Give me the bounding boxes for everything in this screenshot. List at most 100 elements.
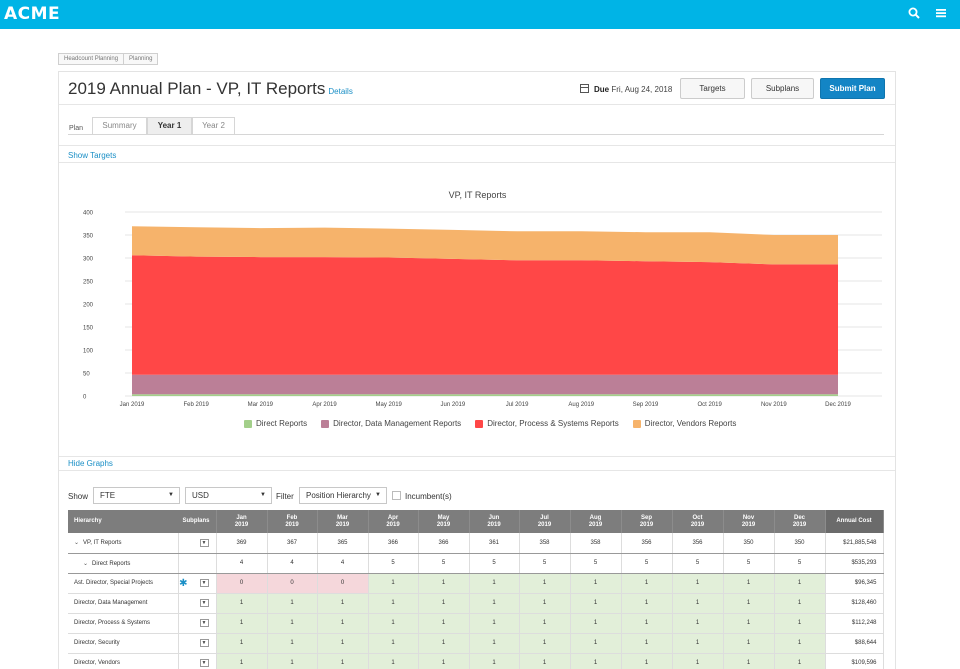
month-cell[interactable]: 1 <box>368 613 419 634</box>
table-row[interactable]: Director, Process & Systems ▼ 1 1 1 1 1 1 1 1 1 1 1 1… <box>68 613 884 634</box>
month-cell[interactable]: 5 <box>672 553 724 574</box>
month-cell[interactable]: 1 <box>469 653 520 669</box>
breadcrumb-item-planning[interactable]: Planning <box>124 53 159 65</box>
month-cell[interactable]: 1 <box>570 613 622 634</box>
month-cell[interactable]: 1 <box>672 633 724 654</box>
row-menu-dropdown[interactable]: ▼ <box>199 599 209 607</box>
month-cell[interactable]: 0 <box>216 573 268 594</box>
month-cell[interactable]: 1 <box>621 653 673 669</box>
month-cell[interactable]: 356 <box>672 533 724 554</box>
targets-button[interactable]: Targets <box>680 78 745 99</box>
month-cell[interactable]: 1 <box>317 613 369 634</box>
subplans-button[interactable]: Subplans <box>751 78 814 99</box>
month-cell[interactable]: 1 <box>216 613 268 634</box>
month-cell[interactable]: 4 <box>216 553 268 574</box>
month-cell[interactable]: 358 <box>519 533 571 554</box>
month-cell[interactable]: 356 <box>621 533 673 554</box>
month-cell[interactable]: 1 <box>519 573 571 594</box>
month-cell[interactable]: 1 <box>418 613 470 634</box>
month-cell[interactable]: 358 <box>570 533 622 554</box>
month-cell[interactable]: 1 <box>774 653 826 669</box>
month-cell[interactable]: 1 <box>418 633 470 654</box>
row-menu-dropdown[interactable]: ▼ <box>199 639 209 647</box>
filter-select[interactable]: Position Hierarchy ▼ <box>299 487 387 504</box>
month-cell[interactable]: 350 <box>774 533 826 554</box>
submit-plan-button[interactable]: Submit Plan <box>820 78 885 99</box>
month-cell[interactable]: 1 <box>774 573 826 594</box>
month-cell[interactable]: 1 <box>317 653 369 669</box>
month-cell[interactable]: 1 <box>621 633 673 654</box>
month-cell[interactable]: 1 <box>267 593 318 614</box>
month-cell[interactable]: 4 <box>267 553 318 574</box>
month-cell[interactable]: 5 <box>418 553 470 574</box>
month-cell[interactable]: 1 <box>774 633 826 654</box>
month-cell[interactable]: 0 <box>317 573 369 594</box>
month-cell[interactable]: 1 <box>723 593 775 614</box>
tab-year-1[interactable]: Year 1 <box>147 117 192 134</box>
month-cell[interactable]: 5 <box>774 553 826 574</box>
month-cell[interactable]: 5 <box>519 553 571 574</box>
hide-graphs-link[interactable]: Hide Graphs <box>68 459 113 468</box>
month-cell[interactable]: 1 <box>317 593 369 614</box>
row-menu-dropdown[interactable]: ▼ <box>199 579 209 587</box>
details-link[interactable]: Details <box>328 87 353 96</box>
tab-summary[interactable]: Summary <box>92 117 147 134</box>
month-cell[interactable]: 1 <box>570 593 622 614</box>
month-cell[interactable]: 369 <box>216 533 268 554</box>
row-menu-dropdown[interactable]: ▼ <box>199 619 209 627</box>
month-cell[interactable]: 365 <box>317 533 369 554</box>
month-cell[interactable]: 1 <box>216 633 268 654</box>
legend-item[interactable]: Direct Reports <box>244 419 307 428</box>
chevron-down-icon[interactable]: ⌄ <box>83 560 89 567</box>
month-cell[interactable]: 5 <box>570 553 622 574</box>
month-cell[interactable]: 1 <box>570 633 622 654</box>
month-cell[interactable]: 1 <box>368 633 419 654</box>
area-series-2[interactable] <box>132 255 838 375</box>
month-cell[interactable]: 5 <box>368 553 419 574</box>
month-cell[interactable]: 1 <box>570 573 622 594</box>
table-row[interactable]: Director, Data Management ▼ 1 1 1 1 1 1 1 1 1 1 1 1 $1… <box>68 593 884 614</box>
month-cell[interactable]: 1 <box>267 653 318 669</box>
month-cell[interactable]: 1 <box>368 573 419 594</box>
show-targets-link[interactable]: Show Targets <box>68 151 117 160</box>
month-cell[interactable]: 366 <box>418 533 470 554</box>
month-cell[interactable]: 1 <box>519 593 571 614</box>
month-cell[interactable]: 367 <box>267 533 318 554</box>
month-cell[interactable]: 1 <box>469 573 520 594</box>
month-cell[interactable]: 1 <box>418 593 470 614</box>
legend-item[interactable]: Director, Data Management Reports <box>321 419 461 428</box>
area-series-3[interactable] <box>132 226 838 265</box>
month-cell[interactable]: 350 <box>723 533 775 554</box>
search-icon[interactable] <box>908 7 920 23</box>
month-cell[interactable]: 361 <box>469 533 520 554</box>
month-cell[interactable]: 5 <box>621 553 673 574</box>
currency-select[interactable]: USD ▼ <box>185 487 272 504</box>
month-cell[interactable]: 1 <box>723 573 775 594</box>
month-cell[interactable]: 1 <box>621 613 673 634</box>
chevron-down-icon[interactable]: ⌄ <box>74 540 80 547</box>
row-menu-dropdown[interactable]: ▼ <box>199 659 209 667</box>
month-cell[interactable]: 1 <box>723 613 775 634</box>
month-cell[interactable]: 1 <box>368 653 419 669</box>
measure-select[interactable]: FTE ▼ <box>93 487 180 504</box>
month-cell[interactable]: 1 <box>621 573 673 594</box>
month-cell[interactable]: 1 <box>519 613 571 634</box>
area-series-1[interactable] <box>132 374 838 395</box>
month-cell[interactable]: 1 <box>519 633 571 654</box>
incumbents-checkbox[interactable] <box>392 491 401 500</box>
month-cell[interactable]: 0 <box>267 573 318 594</box>
month-cell[interactable]: 1 <box>723 653 775 669</box>
month-cell[interactable]: 1 <box>469 613 520 634</box>
breadcrumb-item-headcount-planning[interactable]: Headcount Planning <box>58 53 125 65</box>
month-cell[interactable]: 1 <box>774 613 826 634</box>
month-cell[interactable]: 5 <box>469 553 520 574</box>
month-cell[interactable]: 1 <box>519 653 571 669</box>
month-cell[interactable]: 1 <box>774 593 826 614</box>
table-row[interactable]: Ast. Director, Special Projects ✱ ▼ 0 0 0 1 1 1 1… <box>68 573 884 594</box>
month-cell[interactable]: 366 <box>368 533 419 554</box>
month-cell[interactable]: 1 <box>317 633 369 654</box>
table-row[interactable]: Director, Vendors ▼ 1 1 1 1 1 1 1 1 1 1 1 1 $109,596 <box>68 653 884 669</box>
month-cell[interactable]: 4 <box>317 553 369 574</box>
menu-icon[interactable] <box>935 7 947 23</box>
month-cell[interactable]: 1 <box>469 593 520 614</box>
